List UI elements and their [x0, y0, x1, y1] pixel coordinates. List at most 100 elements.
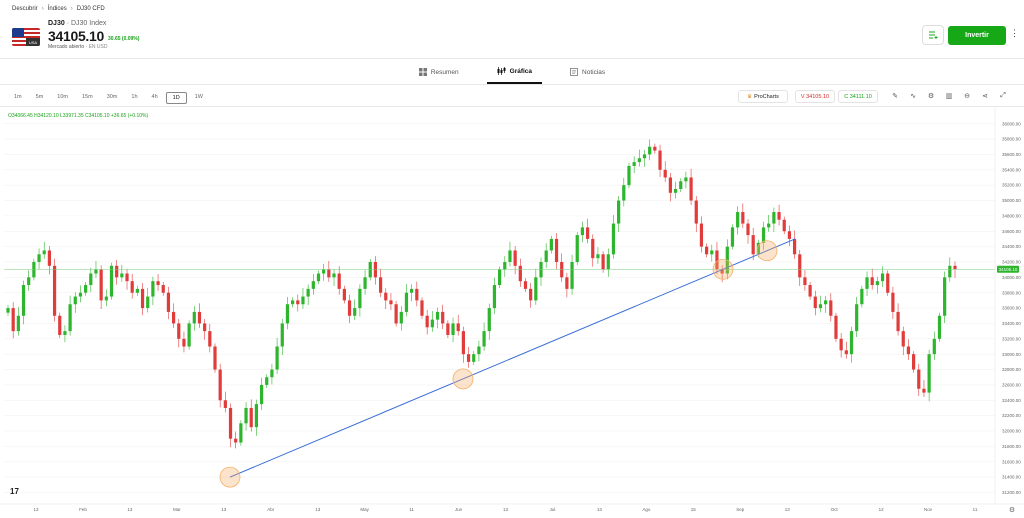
indicators-icon[interactable]: ∿ [910, 93, 916, 100]
tab-news[interactable]: Noticias [560, 60, 615, 84]
candle-body [689, 177, 693, 201]
tab-news-label: Noticias [582, 68, 606, 76]
candle-body [529, 288, 533, 301]
candle-body [637, 158, 641, 163]
candle-body [78, 292, 83, 297]
candle-body [492, 285, 497, 309]
candle-body [570, 261, 574, 289]
breadcrumb-item-discover[interactable]: Descubrir [12, 6, 38, 12]
candle-body [135, 288, 139, 293]
y-tick-label: 33000.00 [1002, 352, 1021, 357]
timeframe-10m[interactable]: 10m [57, 94, 68, 100]
candles [6, 139, 957, 449]
candle-body [824, 300, 828, 305]
candle-body [327, 269, 331, 278]
x-axis: 13 Feb 13 Mar 13 Abr 13 May 11 Jun 13 Jul 13 Ago 15 Sep… [0, 503, 1024, 514]
candle-body [591, 238, 595, 259]
candle-body [503, 261, 507, 270]
candle-body [337, 273, 341, 289]
candle-body [523, 281, 528, 289]
candlestick-chart[interactable]: 34105.10 17 36000.00 35800.00 35600.00 35400… [0, 108, 1024, 518]
candle-body [332, 273, 336, 278]
symbol-text: DJ30 [48, 20, 65, 27]
candle-body [482, 331, 486, 347]
share-icon[interactable]: ⋖ [982, 93, 988, 100]
y-tick-label: 35400.00 [1002, 167, 1021, 172]
candle-body [534, 277, 538, 301]
y-tick-label: 31800.00 [1002, 444, 1021, 449]
breadcrumb-item-current: DJ30 CFD [76, 6, 105, 12]
buy-button[interactable]: C 34111.10 [838, 90, 878, 103]
candle-body [813, 296, 817, 309]
timeframe-selector: 1m 5m 10m 15m 30m 1h 4h 1D 1W [8, 92, 209, 104]
candle-body [208, 331, 212, 347]
candle-body [322, 269, 326, 274]
y-tick-label: 34600.00 [1002, 229, 1021, 234]
timeframe-1d[interactable]: 1D [165, 92, 187, 104]
price-change: 30.65 (0.09%) [108, 36, 140, 42]
candle-body [575, 235, 579, 262]
candle-body [710, 250, 714, 255]
tab-summary[interactable]: Resumen [409, 60, 469, 84]
candle-body [16, 315, 20, 332]
candle-body [803, 277, 807, 286]
current-price-tag [997, 265, 1019, 273]
timeframe-30m[interactable]: 30m [106, 94, 118, 100]
timeframe-1m[interactable]: 1m [14, 94, 22, 100]
timeframe-4h[interactable]: 4h [151, 94, 158, 100]
candle-body [27, 277, 31, 286]
x-tick-label: 13 [503, 507, 509, 512]
candle-body [37, 254, 41, 262]
candle-body [197, 311, 202, 324]
instrument-symbol: DJ30 · DJ30 Index [48, 20, 107, 27]
candle-body [68, 304, 72, 332]
invest-button[interactable]: Invertir [948, 26, 1006, 45]
candle-body [808, 285, 812, 297]
crown-icon: ♛ [747, 93, 753, 100]
candle-body [358, 288, 362, 309]
candle-body [565, 277, 569, 289]
breadcrumb-item-indices[interactable]: Índices [47, 6, 67, 12]
timeframe-5m[interactable]: 5m [35, 94, 44, 100]
candle-body [606, 254, 610, 270]
candle-body [192, 311, 196, 324]
more-options-icon[interactable]: ⋮ [1010, 28, 1019, 38]
candle-body [844, 350, 848, 355]
x-tick-label: Nov [924, 507, 933, 512]
zoom-out-icon[interactable]: ⊖ [964, 93, 970, 100]
fullscreen-icon[interactable]: ⤢ [1000, 92, 1006, 99]
flag-badge: USA [26, 38, 40, 46]
candle-body [782, 219, 786, 232]
candle-body [896, 311, 900, 332]
candle-body [927, 354, 931, 393]
sell-button[interactable]: V 34105.10 [795, 90, 835, 103]
watchlist-button[interactable] [922, 25, 944, 45]
chart-tools: ✎ ∿ ⚙ ▥ ⊖ ⋖ ⤢ [890, 91, 1008, 101]
tab-summary-label: Resumen [430, 68, 459, 76]
candle-body [948, 265, 952, 278]
timeframe-1w[interactable]: 1W [194, 94, 203, 100]
axis-settings-icon: ⚙ [1009, 506, 1015, 514]
candle-body [761, 227, 766, 243]
grid-icon [418, 68, 427, 76]
timeframe-15m[interactable]: 15m [81, 94, 93, 100]
candle-body [798, 254, 802, 278]
candle-body [166, 292, 171, 312]
candle-body [430, 319, 434, 328]
candle-body [673, 188, 678, 193]
timeframe-1h[interactable]: 1h [131, 94, 138, 100]
tab-chart[interactable]: Gráfica [486, 60, 543, 84]
instrument-price: 34105.10 [48, 28, 104, 44]
candle-body [849, 331, 854, 355]
candle-body [177, 323, 181, 339]
candle-body [746, 223, 750, 236]
candle-body [109, 265, 114, 297]
bar-chart-icon[interactable]: ▥ [945, 93, 953, 100]
procharts-button[interactable]: ♛ ProCharts [738, 90, 788, 103]
draw-pencil-icon[interactable]: ✎ [892, 93, 898, 100]
candle-body [446, 323, 450, 335]
settings-gear-icon[interactable]: ⚙ [927, 93, 935, 100]
candle-body [435, 311, 440, 320]
x-tick-label: 13 [33, 507, 39, 512]
candle-body [94, 269, 98, 274]
